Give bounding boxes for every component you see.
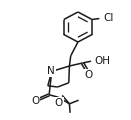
Text: N: N: [47, 66, 55, 76]
Text: O: O: [32, 96, 40, 106]
Text: OH: OH: [95, 56, 111, 66]
Text: O: O: [84, 70, 92, 80]
Text: Cl: Cl: [103, 13, 113, 23]
Text: O: O: [55, 98, 63, 108]
